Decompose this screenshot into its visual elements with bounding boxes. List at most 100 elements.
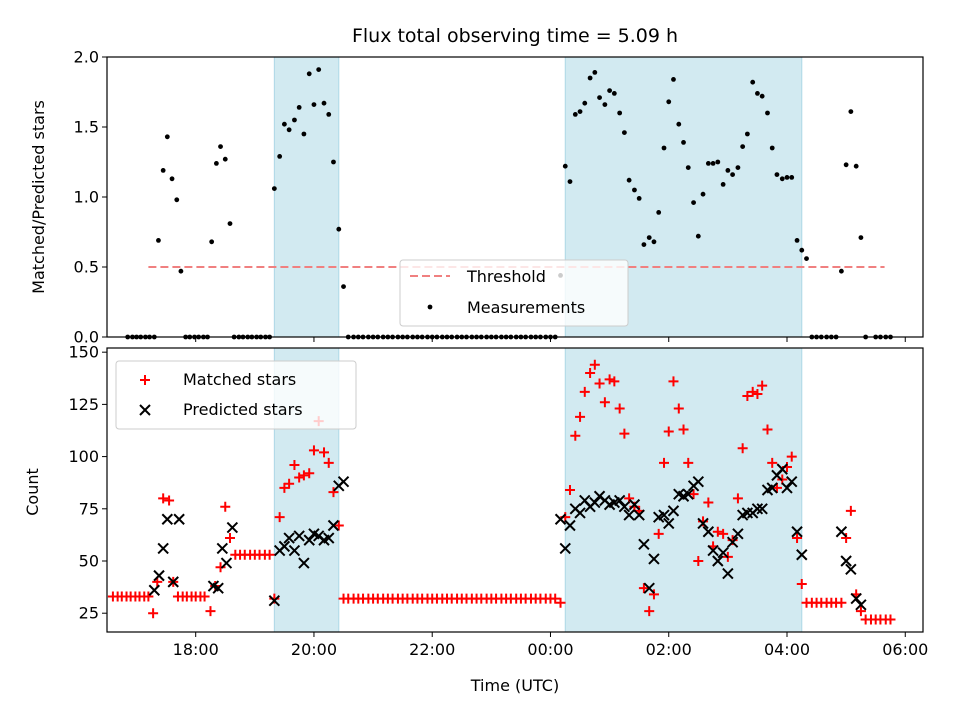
measurement-point: [611, 91, 617, 96]
predicted-star-point: [216, 542, 229, 555]
measurement-point: [685, 165, 691, 171]
measurement-point: [160, 168, 166, 173]
predicted-star-point: [226, 521, 239, 534]
measurement-point: [641, 242, 647, 248]
predicted-star-point: [268, 594, 281, 607]
matched-star-point: [148, 608, 159, 619]
measurement-point: [789, 175, 795, 180]
predicted-star-point: [161, 513, 174, 525]
top-shaded-interval: [273, 56, 340, 338]
matched-star-point: [555, 597, 566, 608]
measurement-point: [271, 186, 277, 192]
top-y-axis-label: Matched/Predicted stars: [29, 100, 48, 294]
measurement-point: [681, 140, 686, 145]
measurement-point: [587, 75, 593, 81]
matched-star-point: [289, 459, 300, 470]
predicted-star-point: [658, 509, 670, 521]
matched-star-point: [284, 478, 295, 489]
predicted-legend-swatch: [139, 404, 151, 416]
predicted-star-point: [633, 509, 645, 521]
predicted-star-point: [323, 532, 335, 544]
measurement-point: [839, 268, 844, 274]
matched-star-point: [718, 528, 729, 539]
matched-star-point: [570, 430, 581, 441]
measurement-point: [577, 109, 583, 114]
measurement-point: [592, 70, 598, 75]
matched-star-point: [732, 493, 743, 504]
measurement-point: [582, 100, 588, 106]
measurement-point: [178, 268, 184, 274]
matched-star-point: [841, 533, 852, 544]
matched-star-point: [767, 457, 778, 468]
top-axes-frame: [106, 56, 924, 338]
measurement-point: [715, 159, 721, 165]
predicted-star-point: [278, 540, 291, 553]
matched-star-point: [609, 376, 620, 387]
predicted-star-point: [173, 513, 185, 525]
matched-star-point: [644, 606, 655, 617]
predicted-star-point: [293, 530, 305, 542]
measurement-point: [213, 161, 219, 166]
top-y-tick-label: 0.0: [74, 328, 99, 347]
measurement-point: [227, 221, 233, 227]
measurement-point: [326, 112, 332, 117]
measurement-point: [277, 154, 283, 159]
predicted-star-point: [167, 576, 179, 588]
ratio-legend-box: [399, 259, 629, 327]
predicted-star-point: [796, 549, 808, 561]
predicted-star-point: [855, 599, 867, 611]
predicted-star-point: [327, 519, 340, 532]
matched-star-point: [589, 359, 600, 370]
measurement-point: [164, 134, 170, 140]
matched-star-point: [659, 457, 670, 468]
matched-star-point: [712, 526, 723, 537]
matched-star-point: [762, 424, 773, 435]
count-panel: 25 50 75 100 125 150 18:00 20:00 22:00 00:00 02:00…: [68, 343, 928, 659]
matched-star-point: [796, 578, 807, 589]
matched-star-point: [220, 501, 231, 512]
measurement-point: [296, 105, 302, 110]
measurement-point: [691, 200, 696, 206]
measurement-point: [218, 144, 223, 150]
matched-star-point: [678, 424, 689, 435]
measurement-point: [779, 176, 785, 182]
matched-star-point: [308, 445, 319, 456]
matched-star-point: [164, 495, 175, 506]
predicted-star-point: [628, 498, 641, 511]
predicted-star-point: [638, 538, 650, 551]
measurement-point: [336, 226, 342, 232]
matched-star-point: [673, 403, 684, 414]
predicted-star-point: [337, 475, 350, 488]
measurement-point: [209, 239, 215, 245]
predicted-star-point: [732, 528, 744, 540]
measurement-point: [321, 100, 327, 106]
x-axis-label: Time (UTC): [470, 676, 559, 695]
matched-star-point: [304, 468, 315, 479]
matched-star-point: [757, 380, 768, 391]
measurement-point: [700, 191, 706, 197]
measurement-point: [710, 161, 716, 166]
measurement-point: [784, 175, 790, 180]
matched-star-point: [742, 391, 753, 402]
x-tick-label: 04:00: [764, 640, 810, 659]
top-y-tick-label: 1.0: [74, 188, 99, 207]
measurement-point: [646, 235, 652, 241]
predicted-star-point: [157, 542, 169, 555]
x-tick-label: 02:00: [646, 640, 692, 659]
bottom-y-tick-label: 75: [79, 499, 99, 518]
predicted-star-point: [298, 557, 310, 569]
measurement-point: [740, 144, 746, 150]
measurement-point: [607, 88, 613, 93]
bottom-y-axis-label: Count: [23, 468, 42, 516]
predicted-star-point: [559, 542, 571, 555]
predicted-star-point: [643, 582, 655, 594]
bottom-y-tick-label: 25: [79, 604, 99, 623]
matched-star-point: [663, 426, 674, 437]
matched-star-point: [579, 386, 590, 397]
measurement-point: [695, 233, 701, 239]
matched-star-point: [653, 528, 664, 539]
predicted-star-point: [712, 555, 724, 567]
predicted-star-point: [564, 519, 576, 532]
measurement-point: [794, 238, 800, 243]
